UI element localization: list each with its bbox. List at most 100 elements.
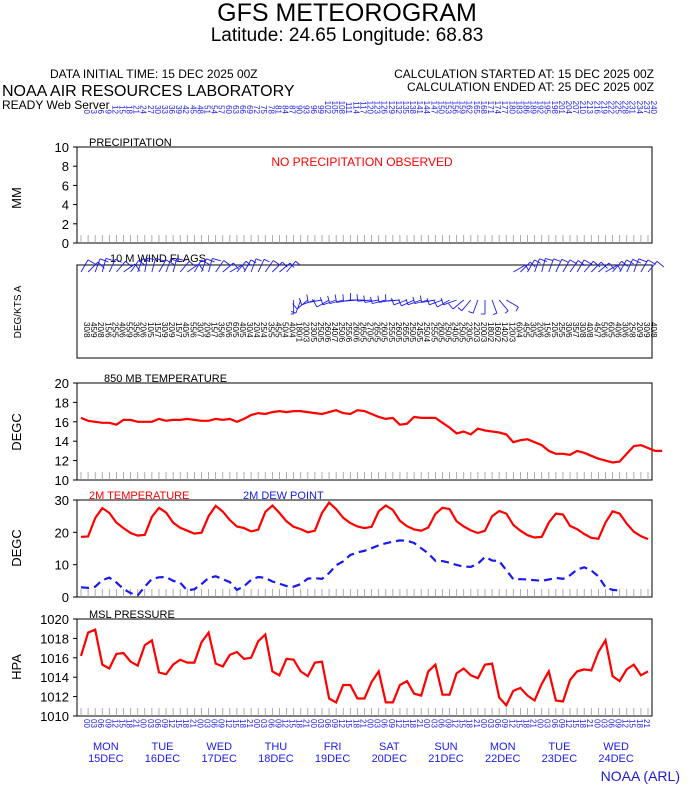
hour-label: 21 bbox=[302, 719, 311, 728]
forecast-hour-label: 147 bbox=[429, 101, 438, 115]
wind-value-label: 260/5 bbox=[394, 322, 403, 343]
t2m-legend-dewpoint: 2M DEW POINT bbox=[243, 490, 324, 502]
wind-value-label: 20/8 bbox=[96, 322, 105, 338]
forecast-hour-label: 234 bbox=[635, 101, 644, 115]
forecast-hour-label: 63 bbox=[231, 105, 240, 114]
forecast-hour-label: 129 bbox=[387, 101, 396, 115]
t850-y-tick-label: 10 bbox=[55, 473, 69, 488]
wind-barb bbox=[194, 259, 202, 273]
wind-value-label: 250/5 bbox=[408, 322, 417, 343]
day-weekday-label: WED bbox=[206, 741, 232, 753]
hour-label: 21 bbox=[472, 719, 481, 728]
forecast-hour-label: 42 bbox=[181, 105, 190, 114]
forecast-hour-label: 177 bbox=[500, 101, 509, 115]
forecast-hour-label: 210 bbox=[578, 101, 587, 115]
t850-title: 850 MB TEMPERATURE bbox=[104, 373, 227, 385]
t850-frame bbox=[76, 382, 653, 481]
wind-barb-feather bbox=[170, 258, 180, 263]
wind-barb bbox=[151, 258, 156, 273]
wind-barb bbox=[257, 259, 265, 273]
wind-value-label: 25/5 bbox=[110, 322, 119, 338]
forecast-hour-label: 150 bbox=[436, 101, 445, 115]
wind-barb bbox=[172, 258, 178, 273]
wind-barb bbox=[626, 259, 634, 273]
wind-value-label: 180/2 bbox=[486, 322, 495, 343]
forecast-hour-label: 219 bbox=[599, 101, 608, 115]
hour-label: 09 bbox=[557, 719, 566, 728]
wind-barb-feather bbox=[530, 261, 536, 268]
wind-barb-feather bbox=[561, 258, 569, 263]
wind-value-label: 255/5 bbox=[429, 322, 438, 343]
hour-label: 21 bbox=[245, 719, 254, 728]
wind-barb bbox=[272, 261, 283, 273]
wind-barb bbox=[443, 299, 457, 306]
wind-barb bbox=[215, 260, 225, 273]
wind-value-label: 30/9 bbox=[642, 322, 651, 338]
wind-barb-feather bbox=[592, 260, 601, 268]
wind-value-label: 255/5 bbox=[387, 322, 396, 343]
precip-y-label: MM bbox=[9, 187, 24, 209]
forecast-hour-label: 237 bbox=[642, 101, 651, 115]
forecast-hour-label: 87 bbox=[288, 105, 297, 114]
forecast-hour-label: 141 bbox=[415, 101, 424, 115]
chart-title: GFS METEOROGRAM bbox=[217, 0, 477, 27]
hour-label: 00 bbox=[252, 719, 261, 728]
hour-label: 06 bbox=[380, 719, 389, 728]
hour-label: 12 bbox=[394, 719, 403, 728]
hour-label: 21 bbox=[132, 719, 141, 728]
hour-label: 03 bbox=[316, 719, 325, 728]
hour-label: 18 bbox=[465, 719, 474, 728]
wind-value-label: 250/6 bbox=[337, 322, 346, 343]
wind-value-label: 15/7 bbox=[153, 322, 162, 338]
wind-barb bbox=[165, 258, 172, 273]
wind-barb bbox=[308, 299, 323, 303]
precip-title: PRECIPITATION bbox=[89, 137, 172, 149]
forecast-hour-label: 165 bbox=[472, 101, 481, 115]
wind-barb-feather bbox=[142, 258, 151, 263]
hour-label: 12 bbox=[110, 719, 119, 728]
wind-barb bbox=[87, 261, 99, 273]
wind-barb-feather bbox=[583, 259, 593, 265]
wind-barb-feather bbox=[334, 294, 337, 303]
wind-value-label: 40/8 bbox=[585, 322, 594, 338]
wind-barb bbox=[236, 260, 247, 273]
hour-label: 06 bbox=[493, 719, 502, 728]
wind-value-label: 20/6 bbox=[536, 322, 545, 338]
pressure-y-tick-label: 1018 bbox=[40, 631, 69, 646]
forecast-hour-label: 21 bbox=[132, 105, 141, 114]
wind-barb bbox=[506, 299, 519, 308]
t2m-frame bbox=[76, 499, 653, 598]
precip-y-tick-label: 10 bbox=[55, 140, 69, 155]
wind-barb bbox=[520, 261, 531, 273]
wind-value-label: 25/4 bbox=[259, 322, 268, 338]
hour-label: 00 bbox=[422, 719, 431, 728]
wind-barb-feather bbox=[176, 258, 186, 262]
wind-barb bbox=[222, 262, 234, 273]
precip-y-tick-label: 6 bbox=[62, 178, 69, 193]
wind-barb bbox=[562, 259, 571, 273]
wind-barb-feather bbox=[87, 259, 97, 265]
hour-label: 15 bbox=[288, 719, 297, 728]
hour-label: 06 bbox=[550, 719, 559, 728]
hour-label: 09 bbox=[330, 719, 339, 728]
forecast-hour-label: 153 bbox=[443, 101, 452, 115]
forecast-hour-label: 216 bbox=[592, 101, 601, 115]
wind-barb bbox=[576, 259, 585, 273]
hour-label: 12 bbox=[564, 719, 573, 728]
wind-barb-feather bbox=[295, 260, 301, 266]
wind-barb bbox=[187, 263, 200, 273]
wind-value-label: 260/5 bbox=[380, 322, 389, 343]
wind-value-label: 160/2 bbox=[493, 322, 502, 343]
day-date-label: 17DEC bbox=[201, 753, 237, 765]
day-date-label: 18DEC bbox=[258, 753, 294, 765]
wind-barb bbox=[612, 260, 622, 273]
forecast-hour-label: 3 bbox=[89, 110, 98, 115]
wind-value-label: 250/4 bbox=[422, 322, 431, 343]
wind-value-label: 20/9 bbox=[202, 322, 211, 338]
forecast-hour-label: 225 bbox=[614, 101, 623, 115]
hour-label: 18 bbox=[351, 719, 360, 728]
wind-barb-feather bbox=[138, 260, 146, 266]
wind-value-label: 250/5 bbox=[316, 322, 325, 343]
day-date-label: 23DEC bbox=[542, 753, 578, 765]
wind-barb-feather bbox=[433, 300, 438, 308]
